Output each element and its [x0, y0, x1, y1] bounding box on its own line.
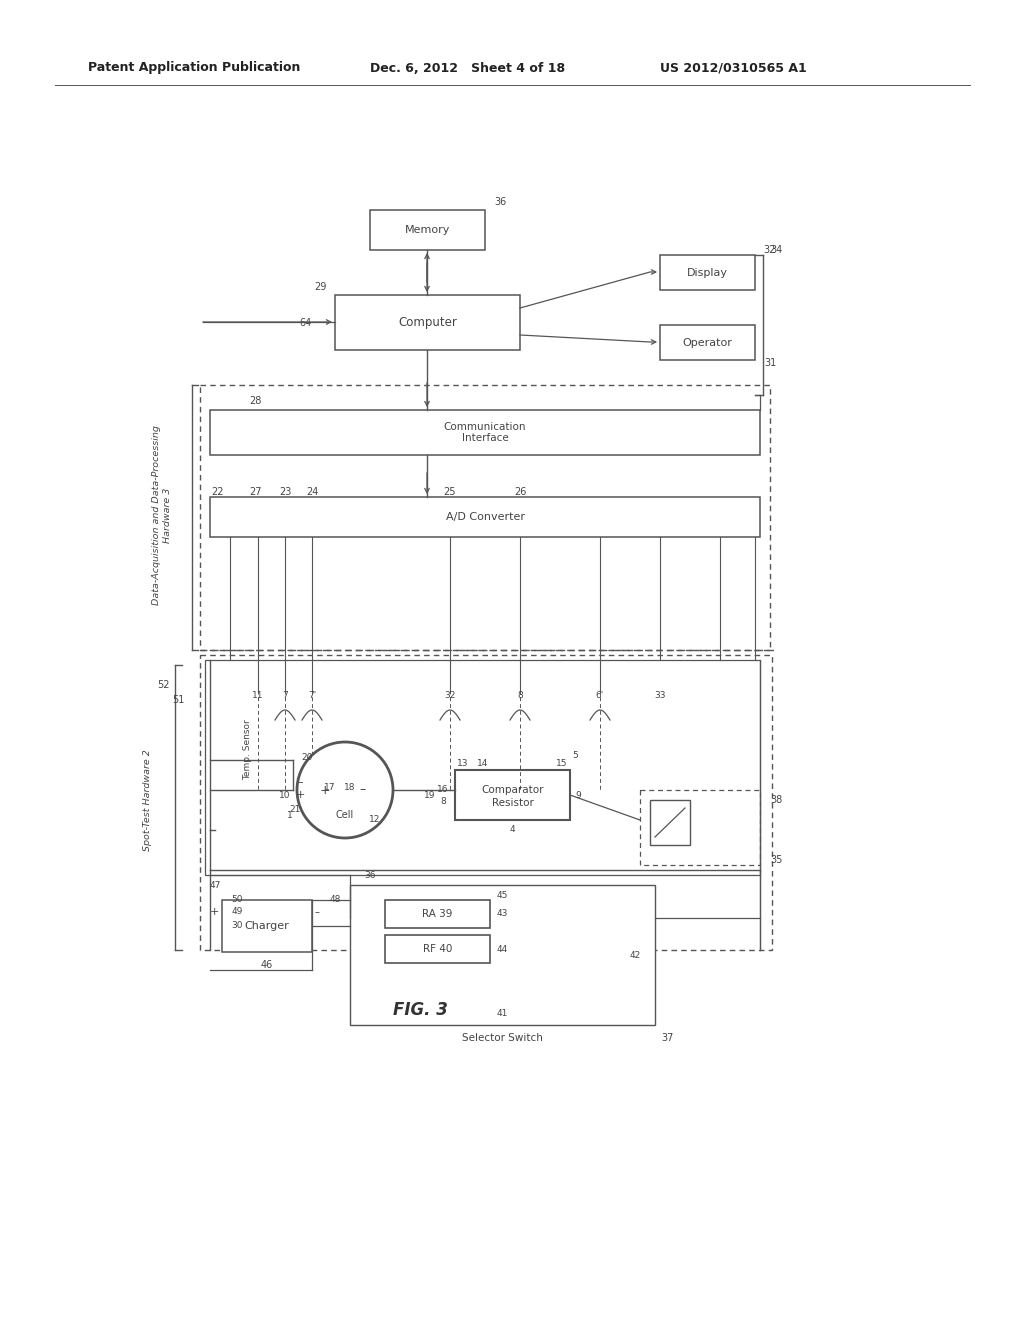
Text: RF 40: RF 40: [423, 944, 453, 954]
Text: Resistor: Resistor: [492, 799, 534, 808]
Text: 8: 8: [440, 797, 445, 807]
Text: 37: 37: [660, 1034, 673, 1043]
Text: Patent Application Publication: Patent Application Publication: [88, 62, 300, 74]
Text: Operator: Operator: [683, 338, 732, 347]
Bar: [350, 884, 655, 1026]
Bar: [210, 498, 760, 537]
Text: 49: 49: [231, 908, 243, 916]
Bar: [660, 325, 755, 360]
Text: 32: 32: [444, 690, 456, 700]
Text: +: +: [209, 907, 219, 917]
Text: 45: 45: [497, 891, 508, 899]
Bar: [640, 789, 760, 865]
Bar: [385, 935, 490, 964]
Bar: [385, 900, 490, 928]
Text: 4: 4: [510, 825, 515, 834]
Text: +: +: [319, 784, 331, 796]
Text: 33: 33: [654, 690, 666, 700]
Text: Selector Switch: Selector Switch: [462, 1034, 543, 1043]
Text: Temp. Sensor: Temp. Sensor: [244, 719, 253, 780]
Text: 48: 48: [330, 895, 341, 904]
Text: 18: 18: [344, 783, 355, 792]
Text: FIG. 3: FIG. 3: [392, 1001, 447, 1019]
Text: 31: 31: [764, 358, 776, 368]
Text: 42: 42: [630, 950, 641, 960]
Bar: [650, 800, 690, 845]
Text: 17: 17: [325, 783, 336, 792]
Bar: [335, 294, 520, 350]
Text: +: +: [295, 789, 305, 800]
Text: 22: 22: [211, 487, 223, 498]
Text: 14: 14: [477, 759, 488, 767]
Text: 25: 25: [443, 487, 457, 498]
Text: Data-Acquisition and Data-Processing
Hardware 3: Data-Acquisition and Data-Processing Har…: [153, 425, 172, 605]
Text: 29: 29: [313, 282, 327, 292]
Text: Comparator: Comparator: [481, 785, 544, 795]
Text: 6': 6': [596, 690, 604, 700]
Text: 44: 44: [497, 945, 508, 953]
Bar: [210, 411, 760, 455]
Text: 19: 19: [424, 791, 436, 800]
Text: Memory: Memory: [404, 224, 451, 235]
Text: 28: 28: [249, 396, 261, 407]
Text: US 2012/0310565 A1: US 2012/0310565 A1: [660, 62, 807, 74]
Text: 52: 52: [157, 680, 169, 690]
Text: 36: 36: [494, 197, 506, 207]
Text: 47: 47: [209, 880, 221, 890]
Text: 15: 15: [556, 759, 567, 767]
Text: Communication
Interface: Communication Interface: [443, 421, 526, 444]
Text: 64: 64: [299, 318, 311, 327]
Text: 36: 36: [365, 870, 376, 879]
Text: 8: 8: [517, 690, 523, 700]
Text: Charger: Charger: [245, 921, 290, 931]
Bar: [222, 900, 312, 952]
Text: 21: 21: [290, 805, 301, 814]
Bar: [455, 770, 570, 820]
Text: –: –: [297, 777, 303, 787]
Text: 34: 34: [770, 246, 782, 255]
Text: RA 39: RA 39: [422, 909, 453, 919]
Bar: [205, 660, 760, 875]
Text: 46: 46: [261, 960, 273, 970]
Text: 10: 10: [280, 791, 291, 800]
Text: 9: 9: [575, 791, 581, 800]
Text: 7': 7': [308, 690, 316, 700]
Text: –: –: [314, 907, 319, 917]
Text: 30: 30: [231, 920, 243, 929]
Text: 24: 24: [306, 487, 318, 498]
Text: Computer: Computer: [398, 315, 457, 329]
Bar: [200, 655, 772, 950]
Text: 43: 43: [497, 909, 508, 919]
Text: 7: 7: [283, 690, 288, 700]
Text: 12: 12: [370, 816, 381, 825]
Text: 13: 13: [458, 759, 469, 767]
Bar: [200, 385, 770, 649]
Text: Display: Display: [687, 268, 728, 277]
Text: 20: 20: [301, 754, 312, 763]
Text: 38: 38: [770, 795, 782, 805]
Text: Dec. 6, 2012   Sheet 4 of 18: Dec. 6, 2012 Sheet 4 of 18: [370, 62, 565, 74]
Text: 16: 16: [437, 784, 449, 793]
Text: 35: 35: [770, 855, 782, 865]
Text: 51: 51: [172, 696, 184, 705]
Text: 50: 50: [231, 895, 243, 904]
Bar: [660, 255, 755, 290]
Text: A/D Converter: A/D Converter: [445, 512, 524, 521]
Text: 27: 27: [249, 487, 261, 498]
Text: 5: 5: [572, 751, 578, 759]
Bar: [370, 210, 485, 249]
Text: –: –: [359, 784, 367, 796]
Text: Cell: Cell: [336, 810, 354, 820]
Text: 32: 32: [764, 246, 776, 255]
Text: 11: 11: [252, 690, 264, 700]
Text: 26: 26: [514, 487, 526, 498]
Text: Spot-Test Hardware 2: Spot-Test Hardware 2: [143, 750, 153, 851]
Text: 23: 23: [279, 487, 291, 498]
Text: 1: 1: [287, 810, 293, 820]
Circle shape: [297, 742, 393, 838]
Text: 41: 41: [497, 1008, 508, 1018]
